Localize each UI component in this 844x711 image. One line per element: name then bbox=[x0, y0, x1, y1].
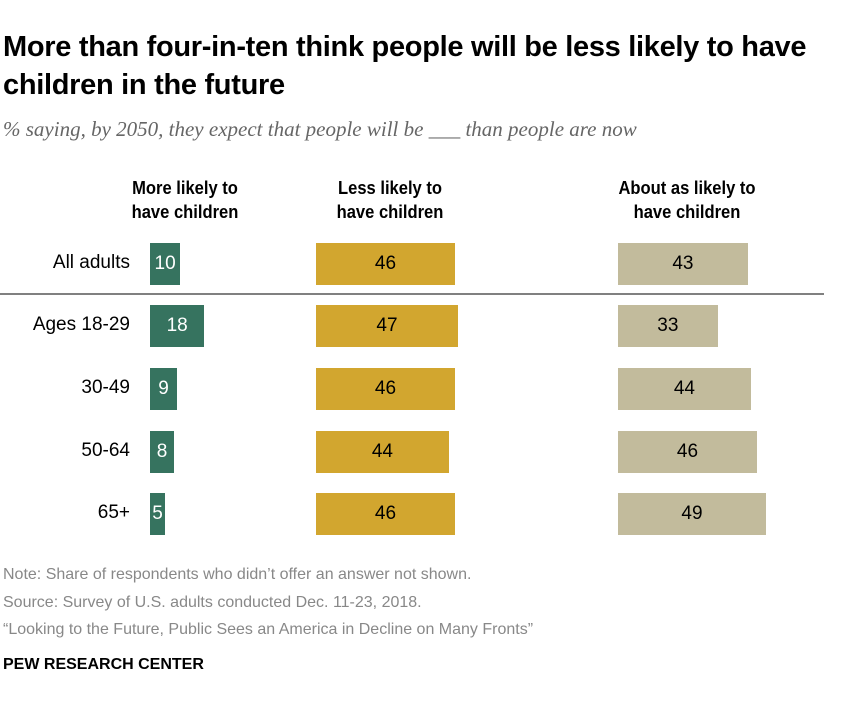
bar bbox=[150, 305, 205, 347]
data-label: 49 bbox=[681, 503, 703, 524]
bar bbox=[316, 493, 455, 535]
brand-logo: PEW RESEARCH CENTER bbox=[3, 656, 204, 673]
data-label: 43 bbox=[672, 253, 694, 274]
data-label: 46 bbox=[374, 503, 397, 524]
column-header: More likely to have children bbox=[131, 178, 239, 222]
bar bbox=[150, 368, 178, 410]
data-label: 46 bbox=[374, 253, 397, 274]
report-title: “Looking to the Future, Public Sees an A… bbox=[3, 621, 534, 638]
data-label: 33 bbox=[657, 315, 679, 336]
bar bbox=[618, 368, 751, 410]
bar bbox=[150, 431, 175, 473]
category-label: 65+ bbox=[97, 502, 130, 523]
bar bbox=[316, 431, 449, 473]
data-label: 46 bbox=[676, 441, 699, 462]
data-label: 5 bbox=[152, 503, 163, 524]
bar bbox=[316, 305, 458, 347]
data-label: 8 bbox=[156, 441, 168, 462]
divider bbox=[0, 293, 824, 295]
bar bbox=[316, 243, 455, 285]
category-label: All adults bbox=[52, 252, 130, 273]
category-label: 50-64 bbox=[81, 440, 130, 461]
note: Note: Share of respondents who didn’t of… bbox=[3, 566, 472, 583]
bar bbox=[618, 305, 718, 347]
chart-title: More than four-in-ten think people will … bbox=[3, 31, 807, 101]
column-header: Less likely to have children bbox=[336, 178, 444, 222]
data-label: 44 bbox=[371, 441, 393, 462]
data-label: 46 bbox=[374, 378, 397, 399]
category-label: 30-49 bbox=[81, 377, 130, 398]
bar bbox=[150, 243, 181, 285]
category-label: Ages 18-29 bbox=[32, 314, 130, 335]
source: Source: Survey of U.S. adults conducted … bbox=[3, 594, 422, 611]
data-label: 9 bbox=[158, 378, 169, 399]
bar bbox=[316, 368, 455, 410]
column-header: About as likely to have children bbox=[618, 178, 756, 222]
data-label: 44 bbox=[673, 378, 695, 399]
bar bbox=[618, 493, 766, 535]
bar bbox=[618, 431, 757, 473]
data-label: 18 bbox=[166, 315, 188, 336]
data-label: 10 bbox=[154, 253, 176, 274]
bar bbox=[150, 493, 166, 535]
bar bbox=[618, 243, 748, 285]
data-label: 47 bbox=[376, 315, 398, 336]
chart-subtitle: % saying, by 2050, they expect that peop… bbox=[3, 117, 637, 141]
